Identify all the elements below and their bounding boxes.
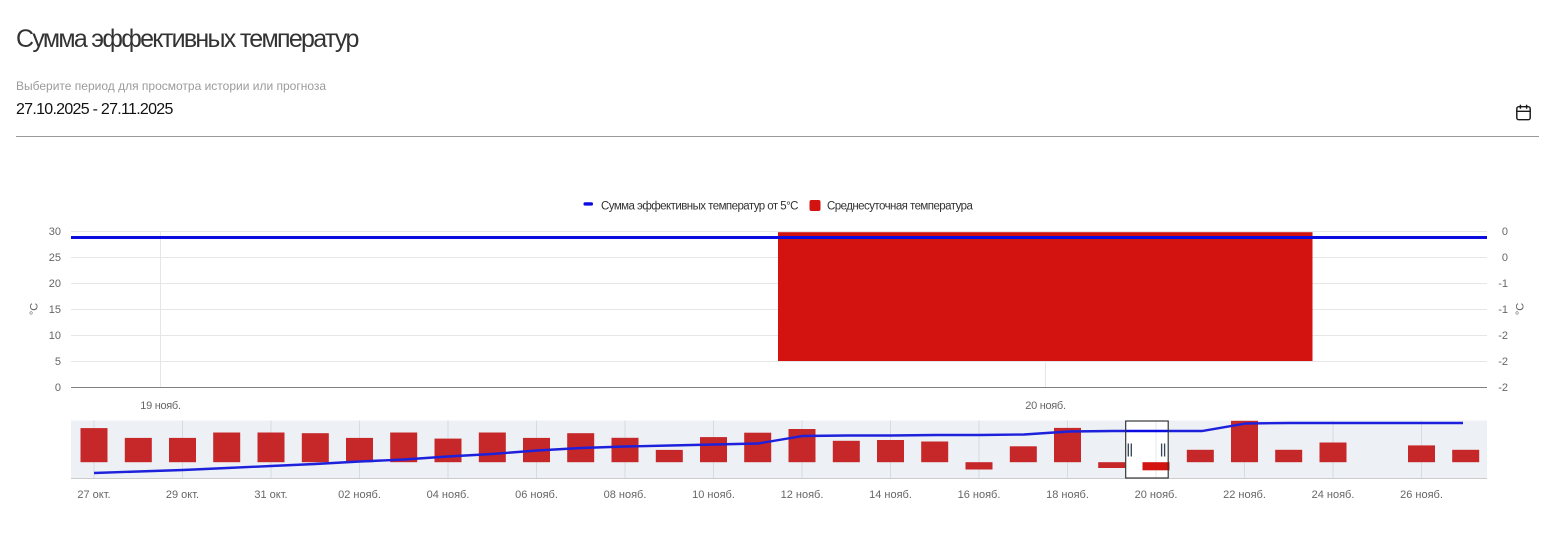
svg-text:20 нояб.: 20 нояб.: [1025, 400, 1066, 412]
svg-text:29 окт.: 29 окт.: [166, 489, 199, 501]
svg-text:-1: -1: [1498, 304, 1508, 316]
svg-text:06 нояб.: 06 нояб.: [515, 489, 558, 501]
svg-text:Среднесуточная температура: Среднесуточная температура: [827, 201, 974, 213]
svg-text:19 нояб.: 19 нояб.: [140, 400, 181, 412]
svg-text:04 нояб.: 04 нояб.: [427, 489, 470, 501]
svg-text:-2: -2: [1498, 356, 1508, 368]
svg-text:31 окт.: 31 окт.: [254, 489, 287, 501]
svg-text:10: 10: [49, 330, 61, 342]
svg-text:30: 30: [49, 226, 61, 238]
svg-text:10 нояб.: 10 нояб.: [692, 489, 735, 501]
svg-text:25: 25: [49, 252, 61, 264]
svg-text:16 нояб.: 16 нояб.: [958, 489, 1001, 501]
svg-text:°C: °C: [29, 303, 41, 315]
svg-text:-2: -2: [1498, 330, 1508, 342]
svg-text:20: 20: [49, 278, 61, 290]
svg-text:26 нояб.: 26 нояб.: [1400, 489, 1443, 501]
svg-text:02 нояб.: 02 нояб.: [338, 489, 381, 501]
svg-text:12 нояб.: 12 нояб.: [781, 489, 824, 501]
svg-text:27 окт.: 27 окт.: [77, 489, 110, 501]
svg-text:15: 15: [49, 304, 61, 316]
svg-text:°C: °C: [1515, 303, 1527, 315]
svg-text:18 нояб.: 18 нояб.: [1046, 489, 1089, 501]
svg-text:0: 0: [55, 382, 61, 394]
svg-text:-1: -1: [1498, 278, 1508, 290]
svg-text:20 нояб.: 20 нояб.: [1135, 489, 1178, 501]
svg-text:14 нояб.: 14 нояб.: [869, 489, 912, 501]
svg-text:0: 0: [1502, 252, 1508, 264]
svg-text:5: 5: [55, 356, 61, 368]
svg-text:08 нояб.: 08 нояб.: [604, 489, 647, 501]
svg-text:0: 0: [1502, 226, 1508, 238]
svg-text:24 нояб.: 24 нояб.: [1312, 489, 1355, 501]
svg-text:-2: -2: [1498, 382, 1508, 394]
svg-text:22 нояб.: 22 нояб.: [1223, 489, 1266, 501]
svg-text:Сумма эффективных температур о: Сумма эффективных температур от 5°C: [601, 201, 798, 213]
